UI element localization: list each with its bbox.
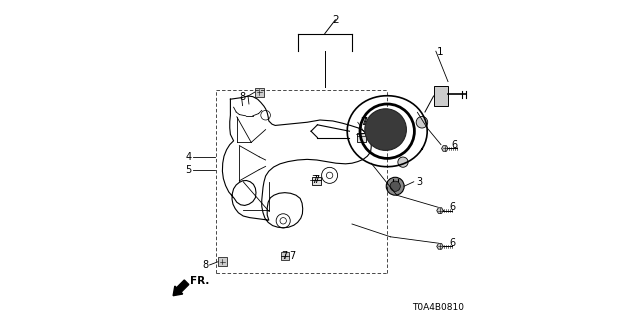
Circle shape [387, 177, 404, 195]
Circle shape [416, 116, 428, 128]
Text: 1: 1 [437, 47, 444, 57]
Bar [312, 177, 321, 185]
Text: 7: 7 [311, 175, 317, 185]
Text: T0A4B0810: T0A4B0810 [412, 303, 465, 312]
Text: FR.: FR. [189, 276, 209, 286]
Polygon shape [437, 244, 443, 249]
Text: 8: 8 [202, 260, 209, 270]
Bar [357, 133, 366, 142]
Text: 7: 7 [360, 117, 366, 127]
Text: 6: 6 [450, 238, 456, 248]
Text: 7: 7 [313, 175, 319, 185]
Text: 5: 5 [185, 164, 191, 175]
Circle shape [390, 181, 401, 191]
Bar [434, 86, 448, 106]
Polygon shape [442, 146, 448, 151]
Text: 8: 8 [239, 92, 246, 102]
Text: 7: 7 [281, 251, 287, 261]
Text: 6: 6 [450, 202, 456, 212]
Text: 3: 3 [416, 177, 422, 187]
Bar [218, 257, 227, 266]
Text: 7: 7 [289, 251, 295, 261]
Circle shape [398, 157, 408, 167]
Bar [255, 88, 264, 97]
Text: 7: 7 [362, 117, 368, 127]
Text: 4: 4 [185, 152, 191, 163]
Polygon shape [437, 208, 443, 213]
Text: 6: 6 [451, 140, 458, 150]
Circle shape [365, 109, 406, 150]
FancyArrow shape [173, 280, 189, 296]
Bar [280, 252, 289, 260]
Text: 2: 2 [332, 15, 339, 25]
